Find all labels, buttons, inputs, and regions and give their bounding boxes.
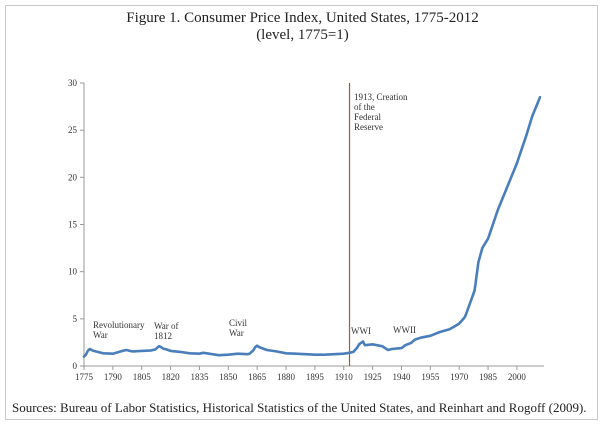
- annotation-federal-reserve: 1913, Creation of the Federal Reserve: [354, 92, 408, 132]
- x-tick-label: 1955: [421, 372, 440, 382]
- y-tick-label: 0: [73, 361, 78, 371]
- cpi-series-line: [82, 95, 542, 358]
- y-tick-label: 20: [68, 172, 78, 182]
- x-tick-label: 1880: [277, 372, 296, 382]
- x-tick-label: 1925: [364, 372, 383, 382]
- chart-title-block: Figure 1. Consumer Price Index, United S…: [0, 10, 605, 44]
- x-tick-label: 1910: [335, 372, 354, 382]
- annotation-wwi: WWI: [351, 326, 371, 336]
- chart-subtitle: (level, 1775=1): [256, 27, 349, 43]
- y-tick-label: 5: [73, 314, 78, 324]
- figure-frame: [5, 5, 598, 420]
- annotation-wwii: WWII: [393, 325, 416, 335]
- x-tick-label: 1805: [133, 372, 152, 382]
- x-tick-label: 1940: [392, 372, 411, 382]
- chart-title: Figure 1. Consumer Price Index, United S…: [126, 10, 479, 26]
- x-tick-label: 1820: [162, 372, 181, 382]
- x-tick-label: 1775: [75, 372, 94, 382]
- x-tick-label: 1865: [248, 372, 267, 382]
- x-tick-label: 1790: [104, 372, 123, 382]
- annotation-civil-war: Civil War: [229, 318, 248, 338]
- y-tick-label: 10: [68, 267, 78, 277]
- x-tick-label: 2000: [508, 372, 527, 382]
- x-tick-label: 1985: [479, 372, 498, 382]
- annotation-revolutionary-war: Revolutionary War: [93, 320, 145, 340]
- x-tick-label: 1835: [190, 372, 209, 382]
- y-tick-label: 25: [68, 125, 78, 135]
- y-tick-label: 15: [68, 220, 78, 230]
- x-tick-label: 1895: [306, 372, 325, 382]
- y-tick-label: 30: [68, 78, 78, 88]
- chart-source-note: Sources: Bureau of Labor Statistics, His…: [12, 400, 587, 415]
- x-tick-label: 1970: [450, 372, 469, 382]
- x-tick-label: 1850: [219, 372, 238, 382]
- annotation-war-of-1812: War of 1812: [154, 321, 179, 341]
